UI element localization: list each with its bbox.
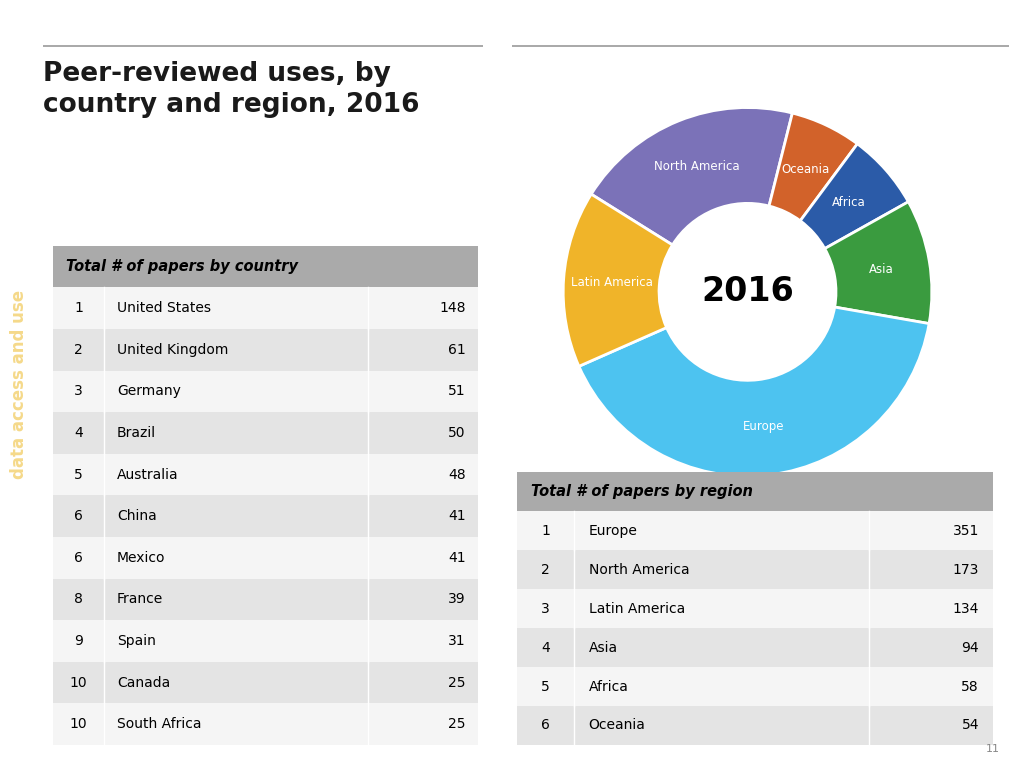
Text: Spain: Spain — [117, 634, 156, 648]
Text: 4: 4 — [75, 426, 83, 440]
Bar — [53, 662, 478, 703]
Text: 11: 11 — [986, 743, 1000, 754]
Text: 54: 54 — [962, 719, 979, 733]
Bar — [53, 412, 478, 454]
Wedge shape — [824, 202, 932, 323]
Text: 4: 4 — [542, 641, 550, 654]
Bar — [517, 550, 993, 589]
Text: 3: 3 — [542, 601, 550, 616]
Text: Germany: Germany — [117, 384, 181, 399]
Wedge shape — [591, 108, 793, 245]
Bar — [53, 578, 478, 621]
Text: China: China — [117, 509, 157, 523]
Text: 61: 61 — [447, 343, 466, 357]
Text: 10: 10 — [70, 717, 88, 731]
Text: Europe: Europe — [743, 420, 784, 433]
Text: Canada: Canada — [117, 676, 170, 690]
Bar — [53, 246, 478, 287]
Text: 48: 48 — [447, 468, 466, 482]
Text: 2: 2 — [542, 563, 550, 577]
Text: 25: 25 — [447, 717, 466, 731]
Text: 51: 51 — [447, 384, 466, 399]
Text: 1: 1 — [542, 524, 550, 538]
Wedge shape — [563, 194, 673, 366]
Bar — [53, 454, 478, 495]
Text: Africa: Africa — [833, 196, 866, 209]
Text: 41: 41 — [447, 509, 466, 523]
Text: 50: 50 — [447, 426, 466, 440]
Text: 5: 5 — [75, 468, 83, 482]
Text: 2: 2 — [75, 343, 83, 357]
Wedge shape — [579, 307, 929, 476]
Bar — [517, 472, 993, 511]
Text: 31: 31 — [447, 634, 466, 648]
Text: Brazil: Brazil — [117, 426, 156, 440]
Bar — [517, 706, 993, 745]
Bar — [53, 287, 478, 329]
Text: United Kingdom: United Kingdom — [117, 343, 228, 357]
Text: 8: 8 — [75, 592, 83, 607]
Bar — [517, 628, 993, 667]
Text: South Africa: South Africa — [117, 717, 202, 731]
Text: 25: 25 — [447, 676, 466, 690]
Text: Asia: Asia — [868, 263, 894, 276]
Text: 6: 6 — [542, 719, 550, 733]
Text: 39: 39 — [447, 592, 466, 607]
Bar — [53, 621, 478, 662]
Text: 41: 41 — [447, 551, 466, 564]
Bar — [53, 537, 478, 578]
Text: 148: 148 — [439, 301, 466, 315]
Text: 1: 1 — [75, 301, 83, 315]
Text: 58: 58 — [962, 680, 979, 694]
Text: Oceania: Oceania — [589, 719, 645, 733]
Text: Total # of papers by region: Total # of papers by region — [531, 485, 754, 499]
Bar — [517, 589, 993, 628]
Text: 5: 5 — [542, 680, 550, 694]
Text: Asia: Asia — [589, 641, 617, 654]
Text: 6: 6 — [75, 551, 83, 564]
Text: Africa: Africa — [589, 680, 629, 694]
Text: France: France — [117, 592, 163, 607]
Bar — [53, 329, 478, 371]
Text: Europe: Europe — [589, 524, 637, 538]
Text: Total # of papers by country: Total # of papers by country — [66, 259, 298, 274]
Text: Oceania: Oceania — [781, 163, 829, 176]
Text: 134: 134 — [952, 601, 979, 616]
Text: 3: 3 — [75, 384, 83, 399]
Text: North America: North America — [589, 563, 689, 577]
Text: data access and use: data access and use — [10, 290, 29, 478]
Text: 94: 94 — [962, 641, 979, 654]
Text: Latin America: Latin America — [571, 276, 653, 289]
Text: North America: North America — [654, 160, 739, 173]
Text: Latin America: Latin America — [589, 601, 685, 616]
Text: 2016: 2016 — [701, 276, 794, 308]
Bar — [53, 703, 478, 745]
Wedge shape — [769, 113, 857, 220]
Text: 10: 10 — [70, 676, 88, 690]
Text: 351: 351 — [952, 524, 979, 538]
Text: United States: United States — [117, 301, 211, 315]
Text: Mexico: Mexico — [117, 551, 166, 564]
Text: 173: 173 — [952, 563, 979, 577]
Bar — [53, 495, 478, 537]
Text: Peer-reviewed uses, by
country and region, 2016: Peer-reviewed uses, by country and regio… — [43, 61, 420, 118]
Text: 6: 6 — [75, 509, 83, 523]
Bar — [517, 511, 993, 550]
Text: 9: 9 — [75, 634, 83, 648]
Wedge shape — [800, 144, 908, 249]
Bar — [517, 667, 993, 706]
Bar — [53, 370, 478, 412]
Text: Australia: Australia — [117, 468, 178, 482]
